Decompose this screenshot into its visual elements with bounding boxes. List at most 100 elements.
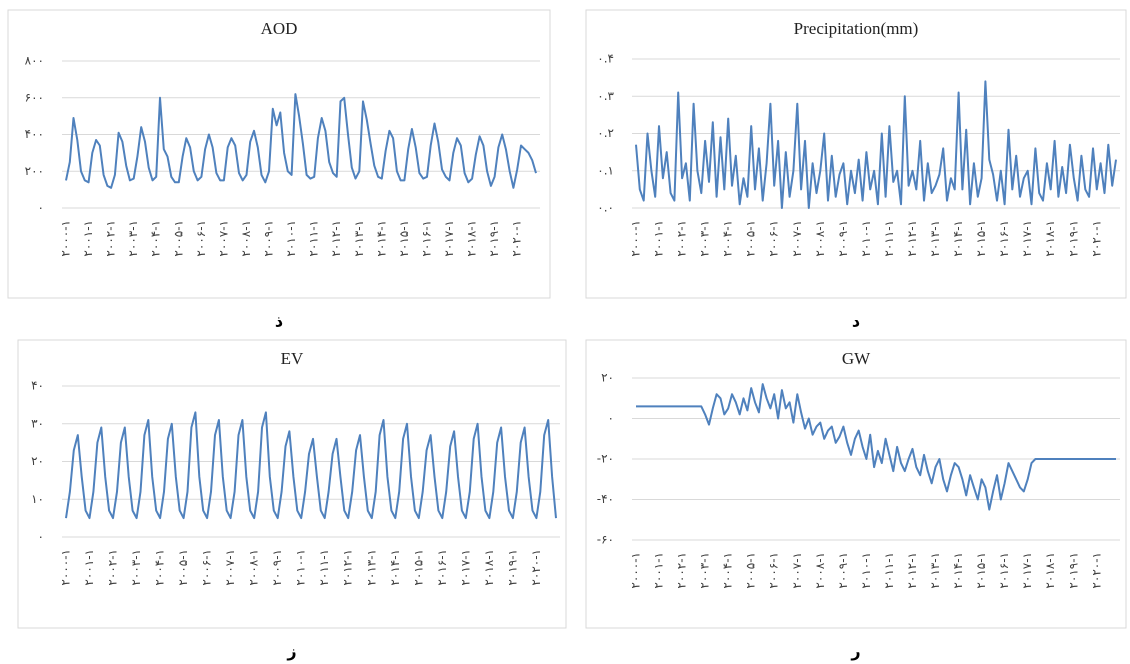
x-tick-label: ۲۰۰۸-۱: [239, 220, 253, 257]
x-tick-label: ۲۰۰۴-۱: [153, 549, 167, 586]
x-tick-label: ۲۰۱۷-۱: [1020, 220, 1034, 257]
panel-caption: د: [852, 312, 860, 331]
y-tick-label: ۰.۲: [597, 126, 614, 140]
x-tick-label: ۲۰۱۶-۱: [435, 549, 449, 586]
x-tick-label: ۲۰۱۵-۱: [974, 220, 988, 257]
x-tick-label: ۲۰۱۹-۱: [505, 549, 519, 586]
x-tick-label: ۲۰۱۹-۱: [487, 220, 501, 257]
x-tick-label: ۲۰۱۰-۱: [859, 220, 873, 257]
x-tick-label: ۲۰۱۴-۱: [388, 549, 402, 586]
y-tick-label: -۲۰: [597, 452, 614, 466]
x-tick-label: ۲۰۰۵-۱: [176, 549, 190, 586]
x-tick-label: ۲۰۰۱-۱: [81, 220, 95, 257]
y-tick-label: ۰.۱: [597, 163, 614, 177]
x-tick-label: ۲۰۰۳-۱: [126, 220, 140, 257]
x-tick-label: ۲۰۰۸-۱: [813, 552, 827, 589]
x-tick-label: ۲۰۱۴-۱: [374, 220, 388, 257]
y-tick-label: ۴۰۰: [25, 127, 44, 141]
x-tick-label: ۲۰۱۶-۱: [419, 220, 433, 257]
x-tick-label: ۲۰۰۳-۱: [129, 549, 143, 586]
x-tick-label: ۲۰۰۴-۱: [721, 552, 735, 589]
chart-frame: [585, 339, 1127, 629]
x-tick-label: ۲۰۰۶-۱: [194, 220, 208, 257]
x-tick-label: ۲۰۱۲-۱: [329, 220, 343, 257]
y-tick-label: ۱۰: [31, 492, 44, 506]
x-tick-label: ۲۰۱۴-۱: [951, 552, 965, 589]
x-tick-label: ۲۰۰۸-۱: [813, 220, 827, 257]
x-tick-label: ۲۰۱۷-۱: [1020, 552, 1034, 589]
x-tick-label: ۲۰۲۰-۱: [1089, 552, 1103, 589]
x-tick-label: ۲۰۱۶-۱: [997, 552, 1011, 589]
x-tick-label: ۲۰۰۰-۱: [629, 552, 643, 589]
x-tick-label: ۲۰۰۰-۱: [59, 549, 73, 586]
x-tick-label: ۲۰۱۱-۱: [317, 549, 331, 586]
x-tick-label: ۲۰۲۰-۱: [1089, 220, 1103, 257]
y-tick-label: ۸۰۰: [25, 54, 44, 68]
x-tick-label: ۲۰۰۸-۱: [247, 549, 261, 586]
x-tick-label: ۲۰۱۷-۱: [442, 220, 456, 257]
x-tick-label: ۲۰۱۳-۱: [352, 220, 366, 257]
x-tick-label: ۲۰۱۱-۱: [882, 220, 896, 257]
chart-title: AOD: [261, 19, 298, 38]
x-tick-label: ۲۰۰۹-۱: [262, 220, 276, 257]
x-tick-label: ۲۰۱۲-۱: [905, 220, 919, 257]
x-tick-label: ۲۰۰۲-۱: [106, 549, 120, 586]
x-tick-label: ۲۰۱۵-۱: [974, 552, 988, 589]
x-tick-label: ۲۰۰۹-۱: [836, 220, 850, 257]
x-tick-label: ۲۰۰۷-۱: [790, 552, 804, 589]
x-tick-label: ۲۰۰۵-۱: [744, 552, 758, 589]
y-tick-label: ۰.۳: [597, 89, 614, 103]
x-tick-label: ۲۰۲۰-۱: [510, 220, 524, 257]
x-tick-label: ۲۰۱۹-۱: [1066, 552, 1080, 589]
data-line: [635, 80, 1117, 209]
x-tick-label: ۲۰۱۸-۱: [482, 549, 496, 586]
x-tick-label: ۲۰۱۸-۱: [1043, 552, 1057, 589]
y-tick-label: -۴۰: [597, 492, 614, 506]
x-tick-label: ۲۰۱۷-۱: [458, 549, 472, 586]
y-tick-label: ۰.۴: [597, 52, 614, 66]
x-tick-label: ۲۰۱۰-۱: [859, 552, 873, 589]
x-tick-label: ۲۰۱۵-۱: [411, 549, 425, 586]
panel-caption: ز: [286, 642, 296, 661]
y-tick-label: ۰.۰: [597, 201, 614, 215]
x-tick-label: ۲۰۰۷-۱: [790, 220, 804, 257]
x-tick-label: ۲۰۰۵-۱: [744, 220, 758, 257]
x-tick-label: ۲۰۰۴-۱: [721, 220, 735, 257]
x-tick-label: ۲۰۱۲-۱: [905, 552, 919, 589]
data-line: [65, 411, 557, 520]
x-tick-label: ۲۰۰۹-۱: [836, 552, 850, 589]
x-tick-label: ۲۰۱۸-۱: [465, 220, 479, 257]
data-line: [636, 383, 1116, 511]
x-tick-label: ۲۰۰۶-۱: [767, 220, 781, 257]
x-tick-label: ۲۰۰۶-۱: [767, 552, 781, 589]
x-tick-label: ۲۰۱۱-۱: [882, 552, 896, 589]
x-tick-label: ۲۰۱۵-۱: [397, 220, 411, 257]
x-tick-label: ۲۰۱۰-۱: [284, 220, 298, 257]
x-tick-label: ۲۰۱۹-۱: [1066, 220, 1080, 257]
panel-caption: ر: [850, 642, 860, 661]
chart-frame: [17, 339, 567, 629]
x-tick-label: ۲۰۰۷-۱: [216, 220, 230, 257]
x-tick-label: ۲۰۱۶-۱: [997, 220, 1011, 257]
x-tick-label: ۲۰۰۶-۱: [200, 549, 214, 586]
chart-title: EV: [281, 349, 304, 368]
x-tick-label: ۲۰۰۹-۱: [270, 549, 284, 586]
x-tick-label: ۲۰۰۳-۱: [698, 220, 712, 257]
x-tick-label: ۲۰۲۰-۱: [529, 549, 543, 586]
x-tick-label: ۲۰۰۱-۱: [652, 220, 666, 257]
x-tick-label: ۲۰۱۴-۱: [951, 220, 965, 257]
x-tick-label: ۲۰۱۸-۱: [1043, 220, 1057, 257]
y-tick-label: -۶۰: [597, 533, 614, 547]
y-tick-label: ۲۰۰: [25, 164, 44, 178]
y-tick-label: ۴۰: [31, 379, 44, 393]
x-tick-label: ۲۰۰۵-۱: [171, 220, 185, 257]
x-tick-label: ۲۰۰۲-۱: [675, 552, 689, 589]
x-tick-label: ۲۰۱۰-۱: [294, 549, 308, 586]
data-line: [65, 93, 537, 189]
x-tick-label: ۲۰۰۰-۱: [629, 220, 643, 257]
y-tick-label: ۲۰: [31, 454, 44, 468]
x-tick-label: ۲۰۰۴-۱: [149, 220, 163, 257]
x-tick-label: ۲۰۰۲-۱: [675, 220, 689, 257]
